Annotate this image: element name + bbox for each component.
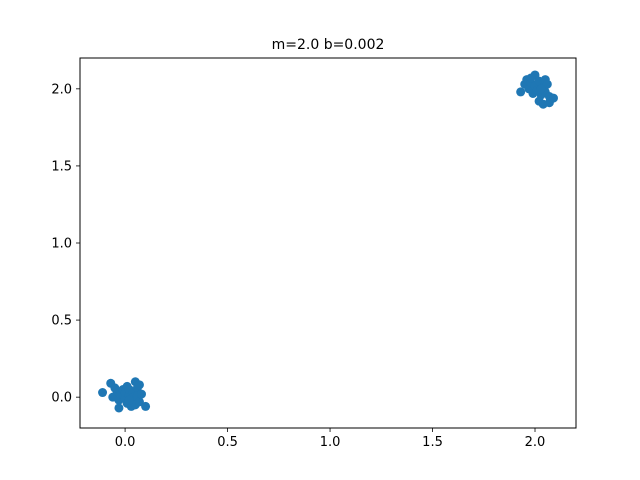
data-point <box>542 79 552 89</box>
chart-title: m=2.0 b=0.002 <box>272 37 385 53</box>
x-tick-label: 1.0 <box>320 435 341 450</box>
data-point <box>124 395 134 405</box>
data-point <box>114 403 124 413</box>
data-point <box>526 73 536 83</box>
x-tick-label: 0.5 <box>217 435 238 450</box>
data-point <box>134 380 144 390</box>
y-tick-label: 0.0 <box>51 391 72 406</box>
x-tick-label: 0.0 <box>115 435 136 450</box>
data-point <box>98 388 108 398</box>
data-point <box>134 397 144 407</box>
data-point <box>536 84 546 94</box>
axis-ticks: 0.0 0.5 1.0 1.5 2.0 0.0 0.5 1.0 1.5 2.0 <box>51 82 545 450</box>
y-tick-label: 1.0 <box>51 237 72 252</box>
data-point <box>516 87 526 97</box>
data-point <box>548 93 558 103</box>
plot-area-frame <box>79 57 577 429</box>
y-tick-label: 2.0 <box>51 82 72 97</box>
x-tick-label: 2.0 <box>525 435 546 450</box>
data-point <box>110 383 120 393</box>
x-tick-label: 1.5 <box>422 435 443 450</box>
y-tick-label: 0.5 <box>51 314 72 329</box>
data-point <box>141 401 151 411</box>
data-point <box>136 389 146 399</box>
data-points <box>98 70 558 413</box>
y-tick-label: 1.5 <box>51 159 72 174</box>
